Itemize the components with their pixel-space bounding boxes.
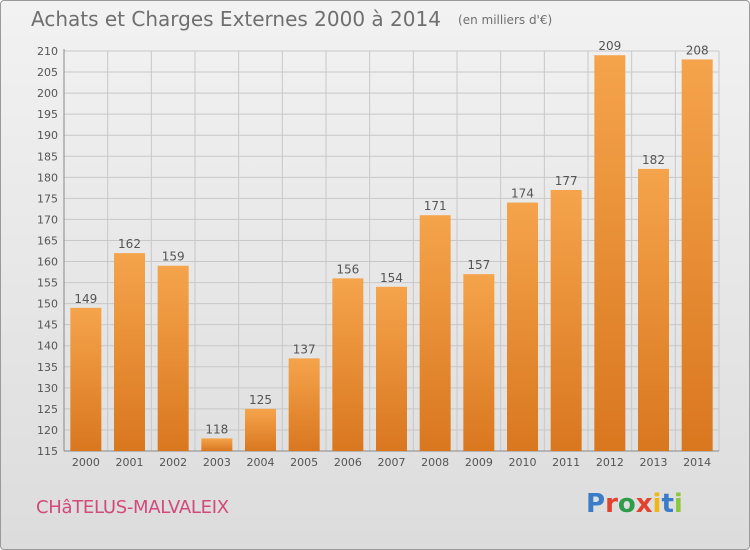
value-label-2005: 137 (293, 342, 316, 356)
x-tick-label-2006: 2006 (334, 456, 362, 469)
x-tick-label-2008: 2008 (421, 456, 449, 469)
bar-2007 (376, 286, 407, 451)
brand-letter: r (605, 489, 618, 519)
y-tick-label: 175 (37, 192, 58, 205)
value-label-2011: 177 (555, 174, 578, 188)
bar-2014 (681, 59, 713, 451)
brand-letter: P (586, 489, 606, 519)
label-layer: 149 2000 162 2001 159 2002 118 2003 125 2004 137 20… (72, 39, 711, 469)
x-tick-label-2012: 2012 (596, 456, 624, 469)
bar-2001 (114, 253, 145, 451)
y-tick-label: 180 (37, 171, 58, 184)
x-tick-label-2005: 2005 (290, 456, 318, 469)
chart-title-text: Achats et Charges Externes 2000 à 2014 (31, 7, 441, 31)
bar-2006 (332, 278, 364, 451)
y-tick-label: 125 (37, 403, 58, 416)
y-tick-label: 150 (37, 298, 58, 311)
axis-layer: 115 120 125 130 135 140 145 150 155 160 165 170 175 1… (37, 45, 719, 458)
value-label-2002: 159 (162, 250, 185, 264)
value-label-2008: 171 (424, 199, 447, 213)
value-label-2010: 174 (511, 187, 534, 201)
brand-letter: i (652, 489, 662, 519)
y-tick-label: 130 (37, 382, 58, 395)
brand-letter: x (635, 489, 653, 519)
value-label-2013: 182 (642, 153, 665, 167)
bar-2009 (463, 274, 495, 451)
y-tick-label: 210 (37, 45, 58, 58)
value-label-2007: 154 (380, 271, 403, 285)
x-tick-label-2009: 2009 (465, 456, 493, 469)
y-tick-label: 195 (37, 108, 58, 121)
brand-logo: Proxiti (586, 489, 683, 519)
y-tick-label: 185 (37, 150, 58, 163)
y-tick-label: 155 (37, 277, 58, 290)
bar-2000 (70, 307, 102, 451)
town-name: CHâTELUS-MALVALEIX (36, 497, 229, 518)
value-label-2012: 209 (598, 39, 621, 53)
bar-2002 (157, 265, 189, 451)
bar-2005 (288, 358, 320, 451)
y-tick-label: 165 (37, 234, 58, 247)
bar-layer (70, 55, 713, 452)
value-label-2004: 125 (249, 393, 272, 407)
x-tick-label-2003: 2003 (203, 456, 231, 469)
y-tick-label: 160 (37, 256, 58, 269)
x-tick-label-2014: 2014 (683, 456, 711, 469)
x-tick-label-2004: 2004 (247, 456, 275, 469)
bar-2003 (201, 438, 233, 451)
x-tick-label-2001: 2001 (116, 456, 144, 469)
y-tick-label: 120 (37, 424, 58, 437)
y-tick-label: 190 (37, 129, 58, 142)
brand-letter: t (661, 489, 674, 519)
bar-2010 (507, 202, 538, 451)
y-tick-label: 145 (37, 319, 58, 332)
y-tick-label: 205 (37, 66, 58, 79)
unit-label: (en milliers d'€) (458, 13, 553, 27)
brand-letter: i (673, 489, 683, 519)
value-label-2000: 149 (74, 292, 97, 306)
y-tick-label: 200 (37, 87, 58, 100)
x-tick-label-2011: 2011 (552, 456, 580, 469)
y-tick-label: 135 (37, 361, 58, 374)
y-tick-label: 140 (37, 340, 58, 353)
bar-2012 (594, 55, 626, 452)
x-tick-label-2000: 2000 (72, 456, 100, 469)
y-tick-label: 115 (37, 445, 58, 458)
x-tick-label-2007: 2007 (378, 456, 406, 469)
brand-letter: o (617, 489, 636, 519)
value-label-2001: 162 (118, 237, 141, 251)
value-label-2003: 118 (205, 422, 228, 436)
value-label-2014: 208 (686, 43, 709, 57)
bar-2011 (550, 189, 582, 451)
bar-2013 (638, 168, 669, 452)
chart-title: Achats et Charges Externes 2000 à 2014 (… (31, 7, 552, 31)
value-label-2006: 156 (336, 262, 359, 276)
bar-2004 (245, 408, 276, 451)
bar-2008 (419, 215, 451, 451)
x-tick-label-2010: 2010 (509, 456, 537, 469)
x-tick-label-2002: 2002 (159, 456, 187, 469)
y-tick-label: 170 (37, 213, 58, 226)
x-tick-label-2013: 2013 (640, 456, 668, 469)
value-label-2009: 157 (467, 258, 490, 272)
